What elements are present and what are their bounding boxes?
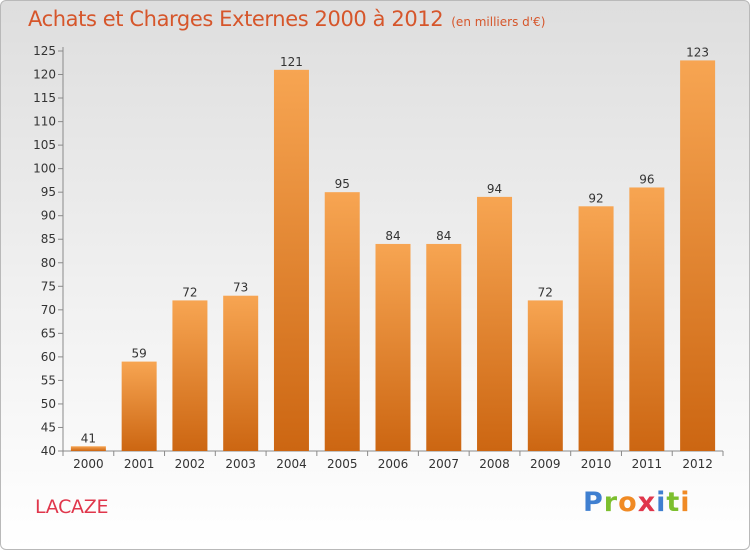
y-tick-label: 50 xyxy=(41,397,56,411)
y-tick-label: 80 xyxy=(41,256,56,270)
y-tick-label: 55 xyxy=(41,373,56,387)
x-tick-label-2001: 2001 xyxy=(124,457,155,471)
data-label-2000: 41 xyxy=(81,431,96,445)
x-tick-label-2004: 2004 xyxy=(276,457,307,471)
data-label-2001: 59 xyxy=(132,347,147,361)
data-label-2009: 72 xyxy=(538,285,553,299)
bar-2002 xyxy=(172,300,208,451)
bars xyxy=(70,60,716,452)
x-tick-label-2005: 2005 xyxy=(327,457,358,471)
y-tick-label: 115 xyxy=(33,91,56,105)
x-axis: 2000 2001 2002 2003 2004 2005 2006 2007 2008 2009… xyxy=(62,450,724,471)
logo-letter: P xyxy=(583,487,604,518)
data-label-2012: 123 xyxy=(686,45,709,59)
chart-title: Achats et Charges Externes 2000 à 2012 (e… xyxy=(28,7,545,31)
y-tick-label: 45 xyxy=(41,420,56,434)
bar-2009 xyxy=(527,300,563,451)
x-tick-label-2011: 2011 xyxy=(632,457,663,471)
bar-2008 xyxy=(477,196,513,451)
y-tick-label: 85 xyxy=(41,232,56,246)
y-tick-label: 105 xyxy=(33,138,56,152)
bar-2010 xyxy=(578,206,614,451)
commune-name: LACAZE xyxy=(35,496,109,518)
bar-2004 xyxy=(273,69,309,451)
y-tick-label: 70 xyxy=(41,303,56,317)
y-tick-label: 125 xyxy=(33,44,56,58)
chart-subtitle: (en milliers d'€) xyxy=(451,15,546,29)
bar-2007 xyxy=(426,243,462,451)
data-label-2007: 84 xyxy=(436,229,451,243)
x-tick-label-2007: 2007 xyxy=(428,457,459,471)
data-label-2002: 72 xyxy=(182,285,197,299)
data-label-2011: 96 xyxy=(639,172,654,186)
x-tick-label-2000: 2000 xyxy=(73,457,104,471)
logo-letter: t xyxy=(666,487,681,518)
bar-2006 xyxy=(375,243,411,451)
chart-title-text: Achats et Charges Externes 2000 à 2012 xyxy=(28,7,444,31)
y-tick-label: 65 xyxy=(41,326,56,340)
x-tick-label-2008: 2008 xyxy=(479,457,510,471)
x-tick-label-2009: 2009 xyxy=(530,457,561,471)
bar-2000 xyxy=(70,446,106,451)
bar-2011 xyxy=(629,187,665,451)
data-label-2005: 95 xyxy=(335,177,350,191)
y-axis: 40 45 50 55 60 65 70 75 80 85 90 95 100 105 110 115 120 1… xyxy=(33,44,64,458)
y-tick-label: 120 xyxy=(33,68,56,82)
x-tick-label-2006: 2006 xyxy=(378,457,409,471)
x-tick-label-2010: 2010 xyxy=(581,457,612,471)
y-tick-label: 95 xyxy=(41,185,56,199)
y-tick-label: 100 xyxy=(33,162,56,176)
logo-letter: r xyxy=(603,487,619,518)
bar-2005 xyxy=(324,192,360,452)
logo-letter: i xyxy=(680,487,691,518)
x-tick-label-2012: 2012 xyxy=(682,457,713,471)
x-tick-label-2003: 2003 xyxy=(225,457,256,471)
data-label-2004: 121 xyxy=(280,55,303,69)
y-tick-label: 90 xyxy=(41,209,56,223)
logo-letter: x xyxy=(637,487,657,518)
data-label-2008: 94 xyxy=(487,182,502,196)
data-label-2010: 92 xyxy=(588,191,603,205)
y-tick-label: 40 xyxy=(41,444,56,458)
data-label-2003: 73 xyxy=(233,281,248,295)
data-label-2006: 84 xyxy=(385,229,400,243)
bar-2001 xyxy=(121,361,157,451)
y-tick-label: 75 xyxy=(41,279,56,293)
logo-letter: i xyxy=(656,487,667,518)
data-labels: 41 59 72 73 121 95 84 84 94 72 92 96 123 xyxy=(81,45,709,445)
bar-2012 xyxy=(680,60,716,451)
proxiti-logo[interactable]: Proxiti xyxy=(583,487,691,518)
logo-letter: o xyxy=(618,487,638,518)
y-tick-label: 60 xyxy=(41,350,56,364)
bar-2003 xyxy=(223,295,259,451)
x-tick-label-2002: 2002 xyxy=(175,457,206,471)
y-tick-label: 110 xyxy=(33,115,56,129)
